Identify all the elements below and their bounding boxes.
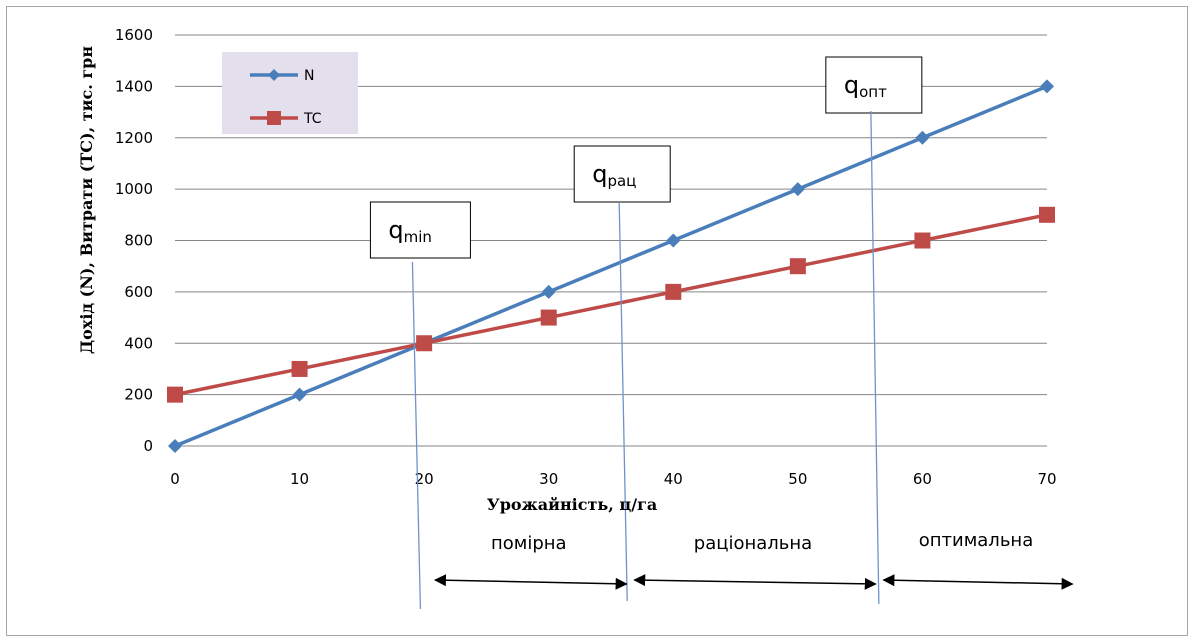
data-point-tc — [914, 232, 931, 249]
x-tick-label: 20 — [415, 470, 434, 488]
data-point-n — [292, 387, 307, 402]
region-label: раціональна — [694, 533, 812, 554]
y-tick-label: 200 — [124, 386, 153, 404]
x-tick-label: 50 — [788, 470, 807, 488]
y-tick-label: 400 — [124, 334, 153, 352]
regions: помірна раціональна оптимальна — [433, 530, 1074, 590]
region-arrow — [633, 574, 877, 590]
y-tick-label: 600 — [124, 283, 153, 301]
series-line-n — [174, 84, 1048, 448]
data-point-n — [541, 284, 556, 299]
legend-marker-tc — [267, 111, 281, 125]
y-axis-title: Дохід (N), Витрати (TC), тис. грн — [77, 46, 96, 354]
x-axis-title: Урожайність, ц/га — [487, 495, 658, 514]
series-line-tc — [174, 213, 1048, 397]
annotation-box-1 — [573, 145, 671, 203]
region-arrow — [882, 574, 1074, 590]
legend-label: N — [304, 68, 314, 84]
data-point-tc — [540, 309, 557, 326]
annotation-box-0 — [369, 201, 471, 259]
annotation-box-2 — [825, 56, 923, 114]
data-point-tc — [291, 360, 308, 377]
legend-box — [222, 52, 358, 134]
x-tick-labels: 0 10 20 30 40 50 60 70 — [170, 470, 1056, 488]
chart-frame — [6, 6, 1188, 636]
data-point-tc — [1039, 206, 1055, 223]
series-lines — [167, 79, 1055, 453]
data-point-tc — [416, 335, 433, 352]
legend: N TC — [222, 52, 358, 134]
data-point-n — [915, 130, 930, 145]
data-point-n — [168, 439, 182, 453]
x-tick-label: 70 — [1037, 470, 1056, 488]
annotation-label: qрац — [592, 160, 636, 190]
data-point-n — [790, 182, 805, 197]
annotation-line-1 — [618, 202, 628, 602]
data-point-n — [1040, 79, 1054, 94]
data-point-tc — [167, 386, 183, 403]
y-tick-label: 1400 — [115, 77, 153, 95]
y-tick-label: 1000 — [115, 180, 153, 198]
y-tick-label: 800 — [124, 232, 153, 250]
data-point-tc — [789, 258, 806, 275]
annotation-label: qmin — [388, 216, 432, 246]
y-tick-labels: 0 200 400 600 800 1000 1200 1400 1600 — [115, 26, 153, 455]
legend-marker-n — [268, 69, 280, 81]
y-tick-label: 1200 — [115, 129, 153, 147]
region-label: оптимальна — [919, 530, 1034, 551]
annotation-line-2 — [870, 110, 880, 605]
data-point-n — [666, 233, 681, 248]
region-arrow — [433, 574, 628, 590]
y-tick-label: 1600 — [115, 26, 153, 44]
annotation-line-0 — [411, 261, 422, 610]
y-tick-label: 0 — [143, 437, 153, 455]
x-tick-label: 10 — [290, 470, 309, 488]
x-tick-label: 40 — [664, 470, 683, 488]
annotation-label: qопт — [844, 71, 887, 101]
x-tick-label: 60 — [913, 470, 932, 488]
x-tick-label: 0 — [170, 470, 180, 488]
region-label: помірна — [491, 533, 567, 554]
data-point-tc — [665, 283, 682, 300]
x-tick-label: 30 — [539, 470, 558, 488]
annotations: qmin qрац qопт — [369, 56, 923, 610]
legend-label: TC — [303, 111, 322, 127]
